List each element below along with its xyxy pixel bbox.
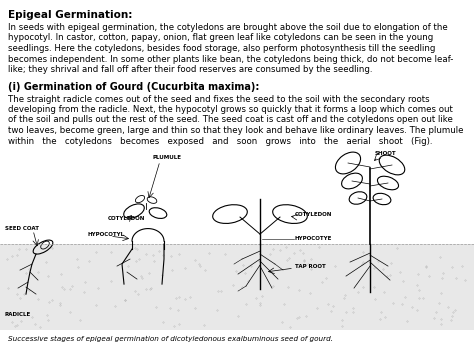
Text: two leaves, become green, large and thin so that they look and behave like ordin: two leaves, become green, large and thin… <box>8 126 464 135</box>
Text: Successive stages of epigeal germination of dicotyledonous exalbuminous seed of : Successive stages of epigeal germination… <box>8 336 333 342</box>
Text: HYPOCOTYE: HYPOCOTYE <box>295 236 332 241</box>
Text: hypocotyl. In castor, cotton, papay, onion, flat green leaf like cotyledons can : hypocotyl. In castor, cotton, papay, oni… <box>8 34 433 43</box>
Text: seedlings. Here the cotyledons, besides food storage, also perform photosynthesi: seedlings. Here the cotyledons, besides … <box>8 44 436 53</box>
Text: of the soil and pulls out the rest of the seed. The seed coat is cast off and th: of the soil and pulls out the rest of th… <box>8 116 453 125</box>
Text: SEED COAT: SEED COAT <box>5 226 39 231</box>
Text: SHOOT: SHOOT <box>375 151 397 156</box>
Text: TAP ROOT: TAP ROOT <box>295 264 326 269</box>
Text: In seeds with epigeal germination, the cotyledons are brought above the soil due: In seeds with epigeal germination, the c… <box>8 23 448 32</box>
Text: Epigeal Germination:: Epigeal Germination: <box>8 10 132 20</box>
Text: HYPOCOTYL: HYPOCOTYL <box>88 232 125 237</box>
Text: The straight radicle comes out of the seed and fixes the seed to the soil with t: The straight radicle comes out of the se… <box>8 95 429 104</box>
Text: like; they shrival and fall off after their food reserves are consumed by the se: like; they shrival and fall off after th… <box>8 65 373 74</box>
Text: becomes independent. In some other plants like bean, the cotyledons being thick,: becomes independent. In some other plant… <box>8 55 453 63</box>
Text: RADICLE: RADICLE <box>5 312 31 317</box>
Text: developing from the radicle. Next, the hypocotyl grows so quickly that it forms : developing from the radicle. Next, the h… <box>8 105 453 114</box>
Text: COTYLEDON: COTYLEDON <box>108 216 146 221</box>
Bar <box>0 244 474 330</box>
Text: COTYLEDON: COTYLEDON <box>295 212 332 217</box>
Text: PLUMULE: PLUMULE <box>153 155 182 160</box>
Text: within   the   cotyledons   becomes   exposed   and   soon   grows   into   the : within the cotyledons becomes exposed an… <box>8 137 432 145</box>
Text: (i) Germination of Gourd (Cucurbita maxima):: (i) Germination of Gourd (Cucurbita maxi… <box>8 82 259 92</box>
